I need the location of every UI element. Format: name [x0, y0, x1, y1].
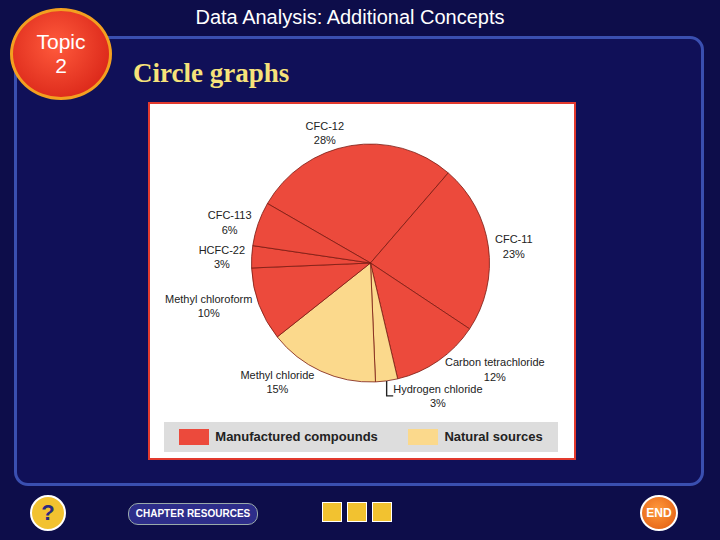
svg-text:Methyl chloride15%: Methyl chloride15%: [240, 369, 314, 395]
svg-text:Methyl chloroform10%: Methyl chloroform10%: [165, 293, 252, 319]
svg-text:CFC-1123%: CFC-1123%: [495, 233, 533, 259]
html-text:Circle graphs: Circle graphs: [133, 58, 290, 88]
html-text:2: 2: [55, 54, 67, 77]
html-text:Topic: Topic: [36, 30, 86, 53]
svg-text:Hydrogen chloride3%: Hydrogen chloride3%: [393, 383, 482, 409]
svg-text:Carbon tetrachloride12%: Carbon tetrachloride12%: [445, 356, 545, 382]
html-text:END: END: [646, 506, 672, 520]
svg-text:CFC-1228%: CFC-1228%: [306, 120, 345, 146]
html-text:Manufactured compounds: Manufactured compounds: [215, 428, 378, 444]
html-text:Data Analysis: Additional Conc: Data Analysis: Additional Concepts: [195, 6, 505, 28]
html-text:Natural sources: Natural sources: [444, 428, 543, 444]
html-text:CHAPTER RESOURCES: CHAPTER RESOURCES: [135, 508, 251, 519]
svg-text:HCFC-223%: HCFC-223%: [199, 244, 245, 270]
svg-text:CFC-1136%: CFC-1136%: [208, 209, 252, 235]
